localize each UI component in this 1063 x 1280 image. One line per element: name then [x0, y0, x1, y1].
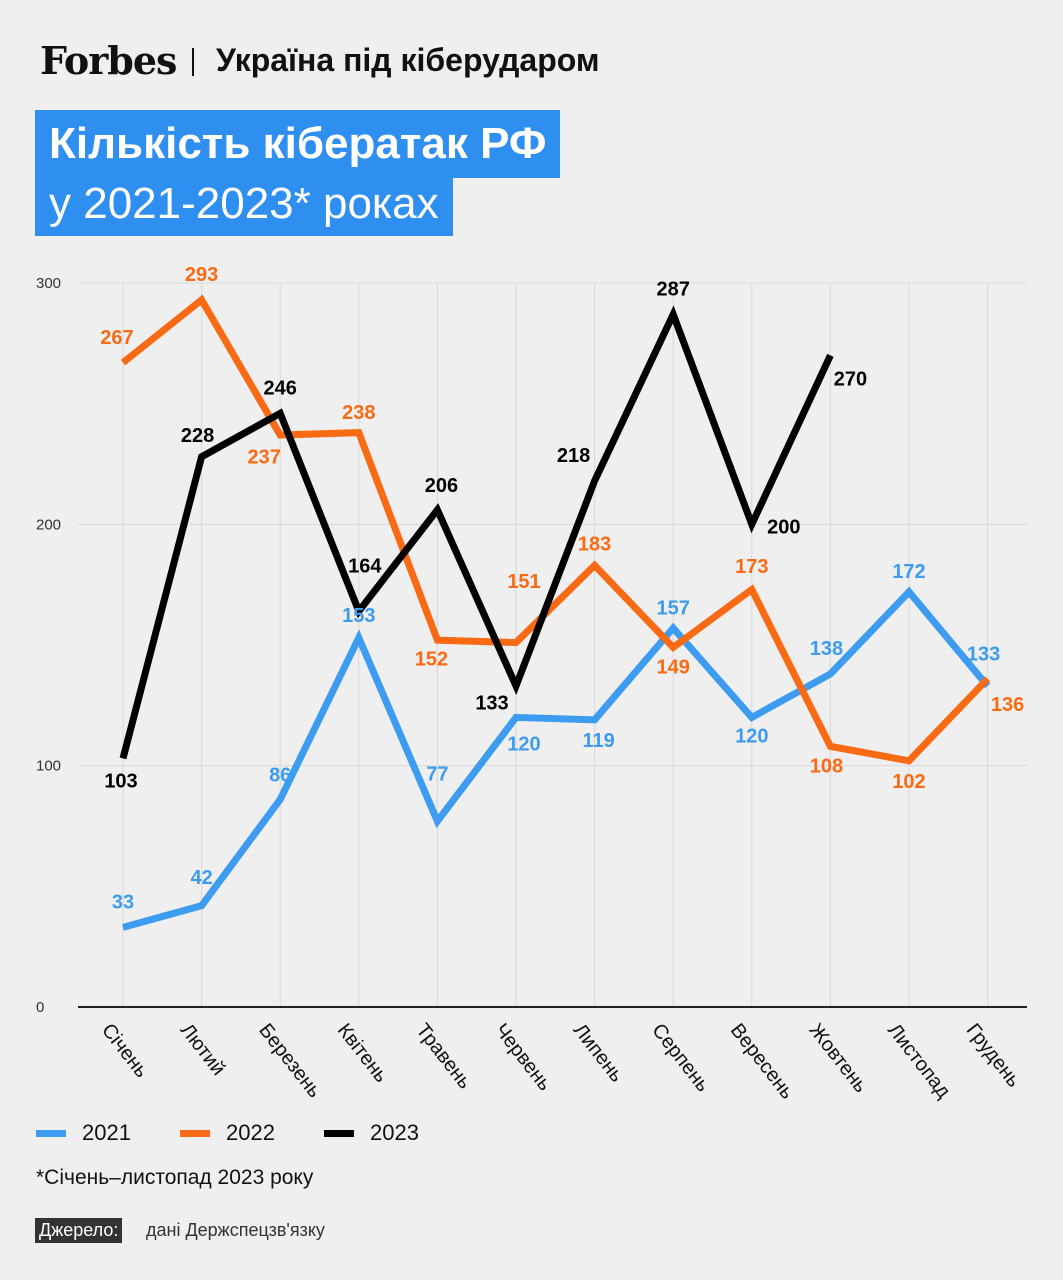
- data-label-2022: 237: [248, 446, 281, 468]
- y-tick-label: 300: [36, 275, 61, 292]
- forbes-logo: Forbes: [40, 38, 177, 83]
- data-label-2022: 136: [991, 694, 1024, 716]
- x-tick-label: Березень: [254, 1020, 325, 1103]
- y-tick-label: 0: [36, 999, 44, 1016]
- data-label-2021: 138: [810, 638, 843, 660]
- chart-title-line1: Кількість кібератак РФ: [35, 110, 561, 178]
- footnote: *Січень–листопад 2023 року: [36, 1166, 314, 1189]
- header-subtitle: Україна під кіберударом: [216, 42, 600, 78]
- x-tick-label: Квітень: [333, 1020, 392, 1087]
- data-label-2022: 173: [735, 556, 768, 578]
- data-label-2023: 164: [348, 555, 382, 577]
- legend-swatch: [180, 1129, 210, 1137]
- data-label-2023: 206: [425, 475, 458, 497]
- data-label-2022: 152: [415, 648, 448, 670]
- data-label-2022: 108: [810, 756, 843, 778]
- data-label-2022: 267: [100, 327, 133, 349]
- x-tick-label: Липень: [569, 1020, 628, 1087]
- legend-item-2021: 2021: [36, 1120, 131, 1146]
- x-tick-label: Жовтень: [804, 1020, 871, 1097]
- legend-item-2023: 2023: [324, 1120, 419, 1146]
- data-label-2023: 133: [475, 692, 508, 714]
- data-label-2022: 238: [342, 402, 375, 424]
- x-tick-label: Вересень: [726, 1020, 798, 1104]
- data-label-2023: 270: [834, 369, 867, 391]
- source-label: Джерело:: [35, 1218, 123, 1243]
- legend-label: 2022: [226, 1120, 275, 1145]
- x-tick-label: Травень: [411, 1020, 475, 1094]
- series-line-2023: [119, 305, 834, 760]
- series-line-2022: [120, 294, 991, 765]
- y-tick-label: 200: [36, 516, 61, 533]
- data-label-2021: 153: [342, 605, 375, 627]
- data-label-2021: 42: [190, 867, 212, 889]
- chart-title-line2: у 2021-2023* роках: [35, 176, 453, 236]
- data-label-2021: 120: [735, 726, 768, 748]
- data-label-2021: 172: [892, 561, 925, 583]
- data-label-2022: 293: [185, 264, 218, 286]
- data-label-2023: 287: [657, 279, 690, 301]
- data-label-2023: 218: [557, 445, 590, 467]
- data-label-2021: 157: [657, 597, 690, 619]
- legend-item-2022: 2022: [180, 1120, 275, 1146]
- data-label-2022: 183: [578, 534, 611, 556]
- data-label-2023: 200: [767, 517, 800, 539]
- data-label-2023: 228: [181, 425, 214, 447]
- data-label-2023: 246: [264, 378, 297, 400]
- x-tick-label: Листопад: [883, 1020, 955, 1103]
- series-line-2021: [122, 586, 991, 931]
- data-label-2021: 120: [507, 734, 540, 756]
- data-label-2021: 77: [426, 763, 448, 785]
- legend-swatch: [324, 1129, 354, 1137]
- source-text: дані Держспецзв'язку: [146, 1220, 325, 1240]
- data-label-2023: 103: [104, 771, 137, 793]
- x-tick-label: Червень: [490, 1020, 556, 1095]
- data-label-2021: 119: [582, 730, 614, 752]
- y-tick-label: 100: [36, 758, 61, 775]
- data-label-2021: 33: [112, 892, 134, 914]
- data-label-2021: 133: [967, 643, 1000, 665]
- data-label-2022: 151: [507, 571, 540, 593]
- x-tick-label: Грудень: [962, 1020, 1025, 1092]
- data-label-2022: 149: [657, 657, 690, 679]
- x-tick-label: Лютий: [176, 1020, 230, 1080]
- x-tick-label: Січень: [97, 1020, 152, 1082]
- x-tick-label: Серпень: [647, 1020, 714, 1097]
- data-label-2022: 102: [892, 771, 925, 793]
- header-divider: [192, 48, 194, 76]
- data-label-2021: 86: [269, 765, 291, 787]
- legend-swatch: [36, 1129, 66, 1137]
- legend-label: 2021: [82, 1120, 131, 1145]
- legend-label: 2023: [370, 1120, 419, 1145]
